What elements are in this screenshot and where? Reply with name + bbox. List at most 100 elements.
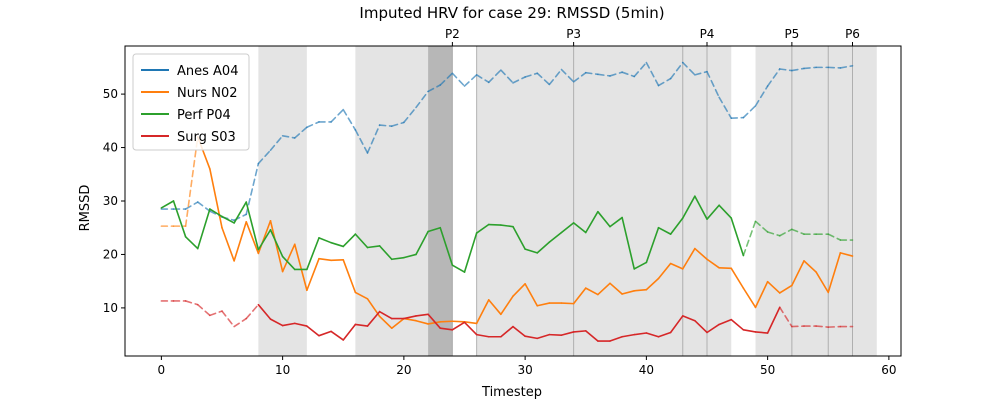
series-surg-s03-segment-47 (730, 318, 745, 331)
series-anes-a04-segment-51 (778, 68, 793, 72)
series-surg-s03-segment-54 (815, 325, 830, 328)
series-nurs-n02-segment-4 (209, 168, 223, 229)
x-tick-label-50: 50 (760, 363, 775, 377)
x-tick-label-30: 30 (517, 363, 532, 377)
series-anes-a04-segment-12 (306, 121, 320, 129)
x-axis-label: Timestep (481, 385, 542, 400)
series-perf-p04-segment-47 (730, 217, 745, 257)
series-nurs-n02-segment-30 (524, 283, 539, 307)
series-anes-a04-segment-14 (330, 108, 345, 123)
series-perf-p04-segment-1 (172, 200, 187, 238)
phase-label-P2: P2 (445, 27, 460, 41)
series-perf-p04-segment-6 (233, 201, 248, 224)
series-nurs-n02-segment-26 (475, 299, 490, 325)
series-surg-s03-segment-41 (657, 331, 672, 338)
series-perf-p04-segment-55 (827, 233, 842, 241)
series-perf-p04-segment-31 (536, 241, 551, 254)
series-perf-p04-segment-25 (463, 232, 478, 273)
series-surg-s03-segment-17 (366, 310, 381, 327)
series-anes-a04-segment-47 (730, 116, 745, 119)
shaded-span-3 (476, 46, 732, 356)
series-surg-s03-segment-49 (754, 331, 769, 334)
series-anes-a04-segment-29 (512, 76, 526, 84)
series-anes-a04-segment-22 (427, 84, 442, 93)
series-perf-p04-segment-42 (669, 217, 684, 235)
series-nurs-n02-segment-41 (657, 262, 672, 280)
y-axis-label: RMSSD (78, 185, 93, 232)
series-anes-a04-segment-9 (269, 134, 284, 152)
series-surg-s03-segment-3 (196, 303, 211, 317)
series-surg-s03-segment-14 (330, 330, 345, 341)
series-nurs-n02-segment-40 (645, 277, 660, 291)
series-nurs-n02-segment-7 (245, 221, 260, 255)
series-perf-p04-segment-4 (209, 208, 223, 218)
series-perf-p04-segment-46 (718, 204, 733, 219)
phase-label-P3: P3 (566, 27, 581, 41)
series-anes-a04-segment-30 (524, 72, 539, 78)
series-nurs-n02-segment-36 (597, 282, 611, 296)
y-tick-label-10: 10 (103, 301, 118, 315)
series-perf-p04-segment-23 (439, 226, 454, 266)
series-surg-s03-segment-29 (512, 325, 526, 338)
phase-label-P6: P6 (845, 27, 860, 41)
series-anes-a04-segment-25 (463, 74, 478, 87)
series-anes-a04-segment-46 (718, 96, 733, 119)
series-surg-s03-segment-23 (439, 327, 454, 331)
series-surg-s03-segment-21 (415, 313, 429, 317)
series-nurs-n02-segment-56 (839, 252, 854, 257)
series-nurs-n02-segment-9 (269, 219, 284, 273)
series-perf-p04-segment-52 (791, 228, 805, 235)
series-nurs-n02-segment-49 (754, 280, 769, 309)
series-perf-p04-segment-37 (609, 216, 623, 228)
series-surg-s03-segment-6 (233, 317, 248, 328)
series-nurs-n02-segment-48 (742, 287, 757, 309)
series-surg-s03-segment-9 (269, 318, 284, 327)
series-surg-s03-segment-15 (342, 323, 357, 341)
series-surg-s03-segment-50 (766, 306, 781, 334)
chart-title: Imputed HRV for case 29: RMSSD (5min) (359, 4, 664, 22)
series-anes-a04-segment-26 (475, 74, 490, 84)
series-surg-s03-segment-11 (293, 322, 308, 327)
series-surg-s03-segment-25 (463, 321, 478, 336)
series-perf-p04-segment-50 (766, 231, 781, 237)
series-anes-a04-segment-23 (439, 72, 454, 86)
series-nurs-n02-segment-13 (318, 257, 332, 262)
series-nurs-n02-segment-8 (257, 219, 272, 255)
series-nurs-n02-segment-27 (487, 299, 502, 316)
series-anes-a04-segment-38 (621, 71, 636, 78)
series-perf-p04-segment-45 (706, 204, 720, 220)
series-anes-a04-segment-34 (572, 71, 587, 83)
series-perf-p04-segment-10 (281, 255, 296, 271)
x-tick-label-0: 0 (158, 363, 166, 377)
series-surg-s03-segment-33 (560, 331, 575, 336)
series-anes-a04-segment-44 (694, 70, 708, 76)
series-nurs-n02-segment-37 (609, 282, 623, 295)
series-perf-p04-segment-17 (366, 245, 381, 249)
series-anes-a04-segment-41 (657, 77, 672, 87)
series-anes-a04-segment-10 (281, 134, 296, 139)
series-perf-p04-segment-35 (584, 210, 599, 234)
series-surg-s03-segment-55 (827, 325, 842, 328)
phase-label-P4: P4 (700, 27, 715, 41)
phase-vlines (451, 46, 853, 356)
series-surg-s03-segment-20 (403, 315, 417, 320)
series-nurs-n02-segment-50 (766, 280, 781, 294)
series-perf-p04-segment-18 (378, 245, 393, 261)
series-anes-a04-segment-42 (669, 61, 684, 80)
series-nurs-n02-segment-54 (815, 271, 830, 294)
y-tick-label-40: 40 (103, 141, 118, 155)
series-surg-s03-segment-13 (318, 330, 332, 337)
legend-box (132, 53, 250, 151)
series-perf-p04-segment-21 (415, 230, 429, 256)
series-perf-p04-segment-19 (390, 256, 405, 261)
series-perf-p04-segment-15 (342, 233, 357, 248)
series-anes-a04-segment-31 (536, 72, 551, 86)
series-perf-p04-segment-38 (621, 216, 636, 270)
series-anes-a04-segment-20 (403, 106, 417, 124)
series-surg-s03-segment-30 (524, 335, 539, 340)
series-perf-p04-segment-33 (560, 222, 575, 234)
series-nurs-n02-segment-51 (778, 284, 793, 294)
series-nurs-n02-segment-28 (500, 295, 514, 316)
series-anes-a04-segment-24 (451, 72, 466, 87)
series-perf-p04-segment-48 (742, 220, 757, 257)
